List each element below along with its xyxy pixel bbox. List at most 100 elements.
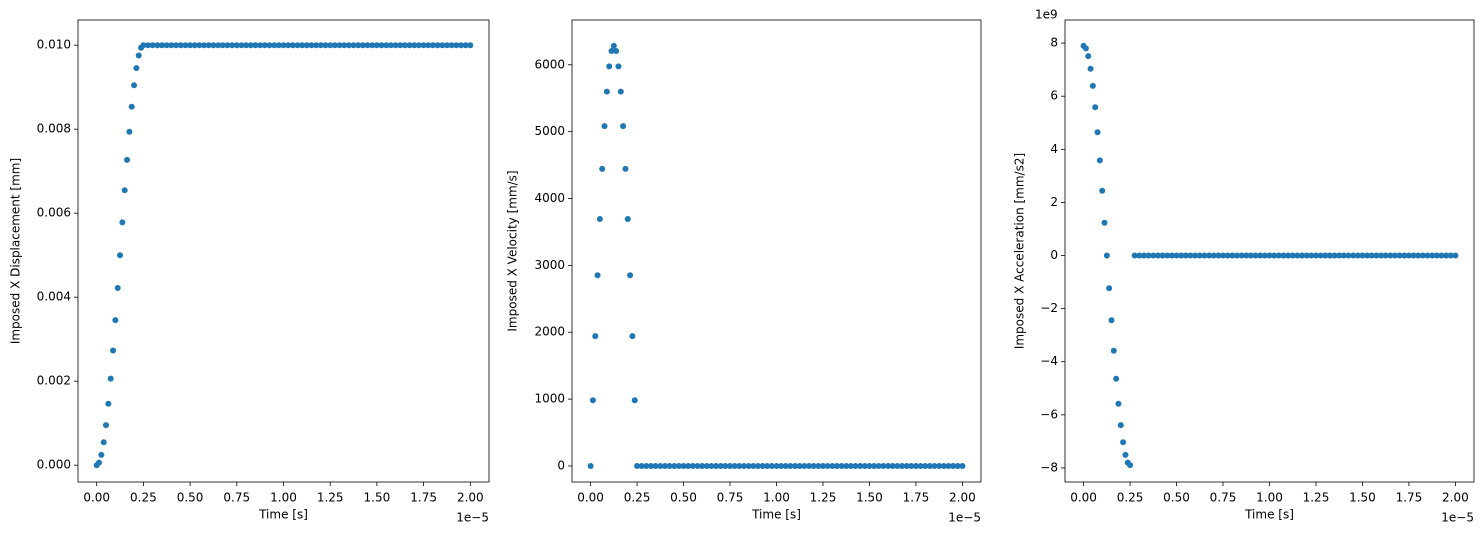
- scatter-point: [796, 462, 803, 469]
- scatter-point: [1261, 252, 1268, 259]
- scatter-point: [631, 397, 638, 404]
- x-tick-label: 1.25: [810, 491, 837, 505]
- scatter-point: [1182, 252, 1189, 259]
- scatter-point: [1438, 252, 1445, 259]
- scatter-point: [782, 462, 789, 469]
- scatter-point: [1452, 252, 1459, 259]
- scatter-point: [1336, 252, 1343, 259]
- scatter-point: [708, 462, 715, 469]
- scatter-point: [1312, 252, 1319, 259]
- scatter-point: [801, 462, 808, 469]
- scatter-point: [1113, 375, 1120, 382]
- scatter-point: [810, 462, 817, 469]
- scatter-point: [1103, 252, 1110, 259]
- y-tick-label: 4: [1050, 142, 1058, 156]
- scatter-point: [229, 42, 236, 49]
- scatter-point: [96, 459, 103, 466]
- scatter-point: [448, 42, 455, 49]
- scatter-point: [1424, 252, 1431, 259]
- scatter-point: [596, 216, 603, 223]
- y-tick-label: 0.004: [37, 290, 71, 304]
- y-offset-label: 1e9: [1035, 8, 1058, 22]
- scatter-point: [603, 88, 610, 95]
- scatter-point: [252, 42, 259, 49]
- scatter-point: [201, 42, 208, 49]
- scatter-point: [861, 462, 868, 469]
- y-tick-label: 0.000: [37, 458, 71, 472]
- scatter-point: [629, 333, 636, 340]
- x-axis-label: Time [s]: [258, 508, 308, 522]
- scatter-point: [182, 42, 189, 49]
- scatter-point: [713, 462, 720, 469]
- scatter-point: [133, 65, 140, 72]
- scatter-point: [792, 462, 799, 469]
- scatter-point: [462, 42, 469, 49]
- scatter-point: [740, 462, 747, 469]
- x-tick-label: 0.25: [130, 491, 157, 505]
- scatter-point: [1220, 252, 1227, 259]
- scatter-point: [866, 462, 873, 469]
- scatter-point: [383, 42, 390, 49]
- scatter-point: [103, 422, 110, 429]
- y-tick-label: 0.008: [37, 122, 71, 136]
- scatter-point: [587, 462, 594, 469]
- scatter-point: [1303, 252, 1310, 259]
- scatter-point: [429, 42, 436, 49]
- scatter-point: [308, 42, 315, 49]
- scatter-point: [1089, 82, 1096, 89]
- scatter-point: [1354, 252, 1361, 259]
- scatter-point: [745, 462, 752, 469]
- scatter-point: [954, 462, 961, 469]
- scatter-point: [1224, 252, 1231, 259]
- scatter-point: [778, 462, 785, 469]
- scatter-point: [457, 42, 464, 49]
- scatter-point: [1299, 252, 1306, 259]
- y-tick-label: 2000: [534, 325, 565, 339]
- scatter-point: [205, 42, 212, 49]
- scatter-point: [1340, 252, 1347, 259]
- scatter-point: [1101, 219, 1108, 226]
- scatter-point: [163, 42, 170, 49]
- scatter-point: [128, 103, 135, 110]
- scatter-point: [126, 128, 133, 135]
- scatter-point: [661, 462, 668, 469]
- scatter-point: [606, 63, 613, 70]
- scatter-point: [931, 462, 938, 469]
- scatter-point: [903, 462, 910, 469]
- scatter-point: [271, 42, 278, 49]
- scatter-point: [98, 451, 105, 458]
- scatter-point: [615, 63, 622, 70]
- scatter-point: [1192, 252, 1199, 259]
- scatter-point: [1382, 252, 1389, 259]
- scatter-point: [280, 42, 287, 49]
- scatter-point: [196, 42, 203, 49]
- scatter-point: [105, 400, 112, 407]
- y-tick-label: 5000: [534, 124, 565, 138]
- scatter-point: [177, 42, 184, 49]
- scatter-point: [926, 462, 933, 469]
- scatter-point: [894, 462, 901, 469]
- scatter-point: [1401, 252, 1408, 259]
- scatter-point: [467, 42, 474, 49]
- scatter-point: [112, 317, 119, 324]
- scatter-point: [1238, 252, 1245, 259]
- scatter-point: [838, 462, 845, 469]
- scatter-point: [852, 462, 859, 469]
- scatter-point: [1159, 252, 1166, 259]
- scatter-point: [1350, 252, 1357, 259]
- y-tick-label: 6: [1050, 89, 1058, 103]
- y-tick-label: −4: [1040, 354, 1058, 368]
- scatter-point: [594, 272, 601, 279]
- y-axis-label: Imposed X Displacement [mm]: [9, 158, 23, 344]
- x-offset-label: 1e−5: [456, 511, 489, 525]
- scatter-point: [289, 42, 296, 49]
- scatter-point: [299, 42, 306, 49]
- scatter-point: [889, 462, 896, 469]
- scatter-point: [1233, 252, 1240, 259]
- scatter-point: [1415, 252, 1422, 259]
- scatter-point: [238, 42, 245, 49]
- scatter-point: [1378, 252, 1385, 259]
- scatter-point: [107, 375, 114, 382]
- scatter-point: [145, 42, 152, 49]
